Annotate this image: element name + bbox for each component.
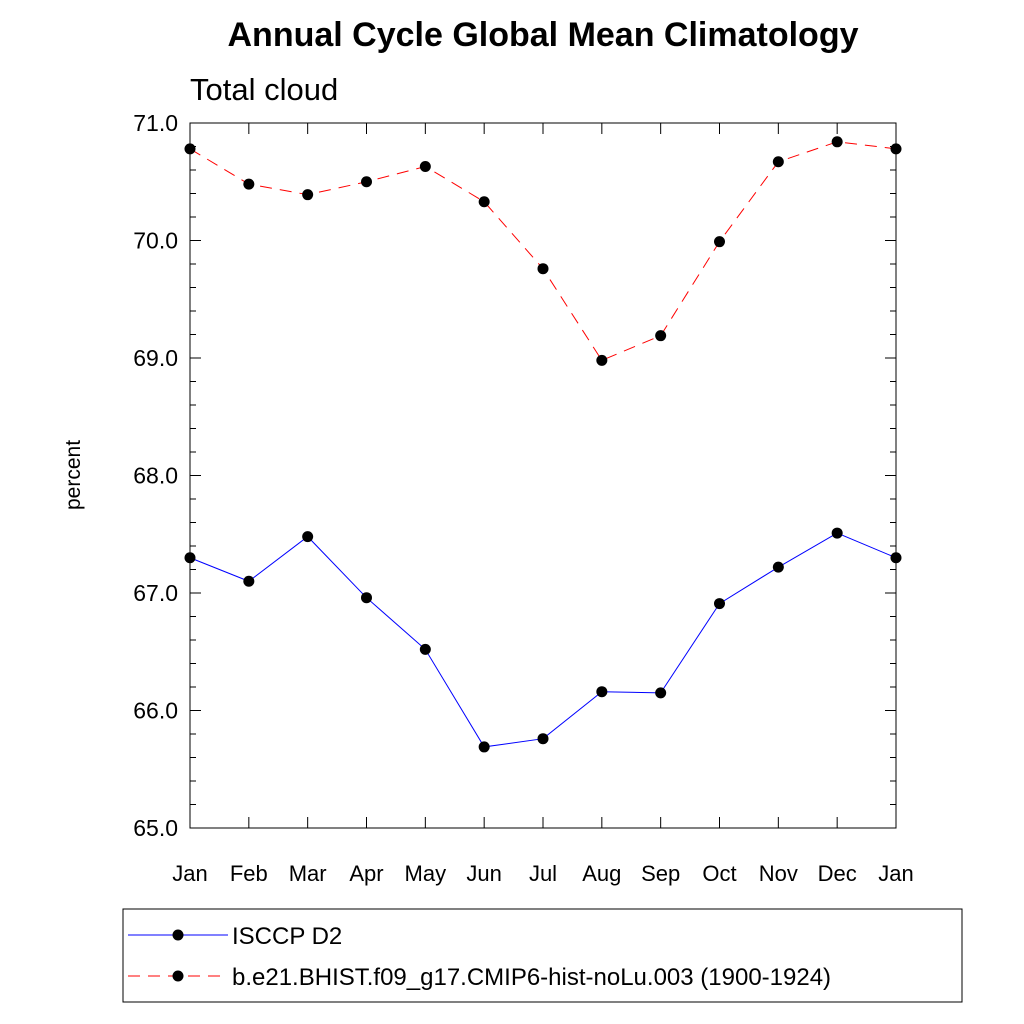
x-tick-label: Oct bbox=[702, 861, 736, 886]
plot-area bbox=[184, 136, 902, 753]
data-point-isccp-d2 bbox=[478, 741, 490, 753]
x-tick-label: Feb bbox=[230, 861, 268, 886]
data-point-isccp-d2 bbox=[772, 561, 784, 573]
x-tick-label: Nov bbox=[759, 861, 798, 886]
y-tick-label: 69.0 bbox=[133, 345, 178, 371]
axes: 65.0 66.0 67.0 68.0 69.0 70.0 71.0 Jan Feb Mar Apr… bbox=[133, 110, 914, 886]
y-tick-label: 66.0 bbox=[133, 698, 178, 724]
x-tick-label: Jul bbox=[529, 861, 557, 886]
legend: ISCCP D2 b.e21.BHIST.f09_g17.CMIP6-hist-… bbox=[122, 908, 963, 1003]
data-point-model bbox=[714, 236, 725, 248]
y-tick-label: 71.0 bbox=[133, 110, 178, 136]
data-point-model bbox=[772, 156, 784, 168]
y-tick-label: 68.0 bbox=[133, 463, 178, 489]
legend-box bbox=[122, 908, 963, 1003]
chart-subtitle: Total cloud bbox=[190, 72, 338, 107]
data-point-model bbox=[302, 189, 314, 201]
legend-label-isccp: ISCCP D2 bbox=[232, 923, 342, 950]
data-point-model bbox=[184, 143, 196, 155]
data-point-isccp-d2 bbox=[419, 643, 431, 655]
series-line-isccp-d2 bbox=[189, 532, 897, 748]
data-point-isccp-d2 bbox=[714, 598, 725, 610]
legend-swatch-marker-model bbox=[172, 970, 184, 982]
data-point-model bbox=[419, 160, 431, 172]
data-point-model bbox=[537, 263, 549, 275]
plot-frame bbox=[189, 122, 897, 829]
y-tick-label: 65.0 bbox=[133, 815, 178, 841]
legend-swatch-marker-isccp bbox=[172, 929, 184, 941]
data-point-model bbox=[243, 178, 255, 190]
data-point-isccp-d2 bbox=[655, 687, 667, 699]
x-tick-label: Jan bbox=[878, 861, 913, 886]
data-point-isccp-d2 bbox=[361, 592, 372, 604]
y-tick-label: 70.0 bbox=[133, 228, 178, 254]
data-point-isccp-d2 bbox=[184, 552, 196, 564]
series-line-model bbox=[189, 141, 897, 361]
data-point-model bbox=[361, 176, 372, 188]
data-point-model bbox=[831, 136, 843, 148]
x-tick-label: Mar bbox=[289, 861, 327, 886]
chart-title: Annual Cycle Global Mean Climatology bbox=[228, 16, 859, 54]
x-tick-label: Jan bbox=[172, 861, 207, 886]
data-point-model bbox=[478, 196, 490, 208]
data-point-isccp-d2 bbox=[537, 733, 549, 745]
data-point-isccp-d2 bbox=[890, 552, 902, 564]
data-point-isccp-d2 bbox=[831, 527, 843, 539]
y-tick-label: 67.0 bbox=[133, 580, 178, 606]
x-tick-label: Jun bbox=[466, 861, 501, 886]
x-tick-label: Apr bbox=[349, 861, 383, 886]
data-point-model bbox=[596, 354, 608, 366]
data-point-isccp-d2 bbox=[596, 686, 608, 698]
x-tick-label: Sep bbox=[641, 861, 680, 886]
data-point-model bbox=[655, 330, 667, 342]
data-point-isccp-d2 bbox=[302, 531, 314, 543]
data-point-model bbox=[890, 143, 902, 155]
x-tick-label: Aug bbox=[582, 861, 621, 886]
legend-label-model: b.e21.BHIST.f09_g17.CMIP6-hist-noLu.003 … bbox=[232, 964, 831, 991]
x-tick-label: May bbox=[405, 861, 447, 886]
data-point-isccp-d2 bbox=[243, 575, 255, 587]
x-tick-label: Dec bbox=[818, 861, 857, 886]
y-axis-label: percent bbox=[62, 440, 85, 510]
